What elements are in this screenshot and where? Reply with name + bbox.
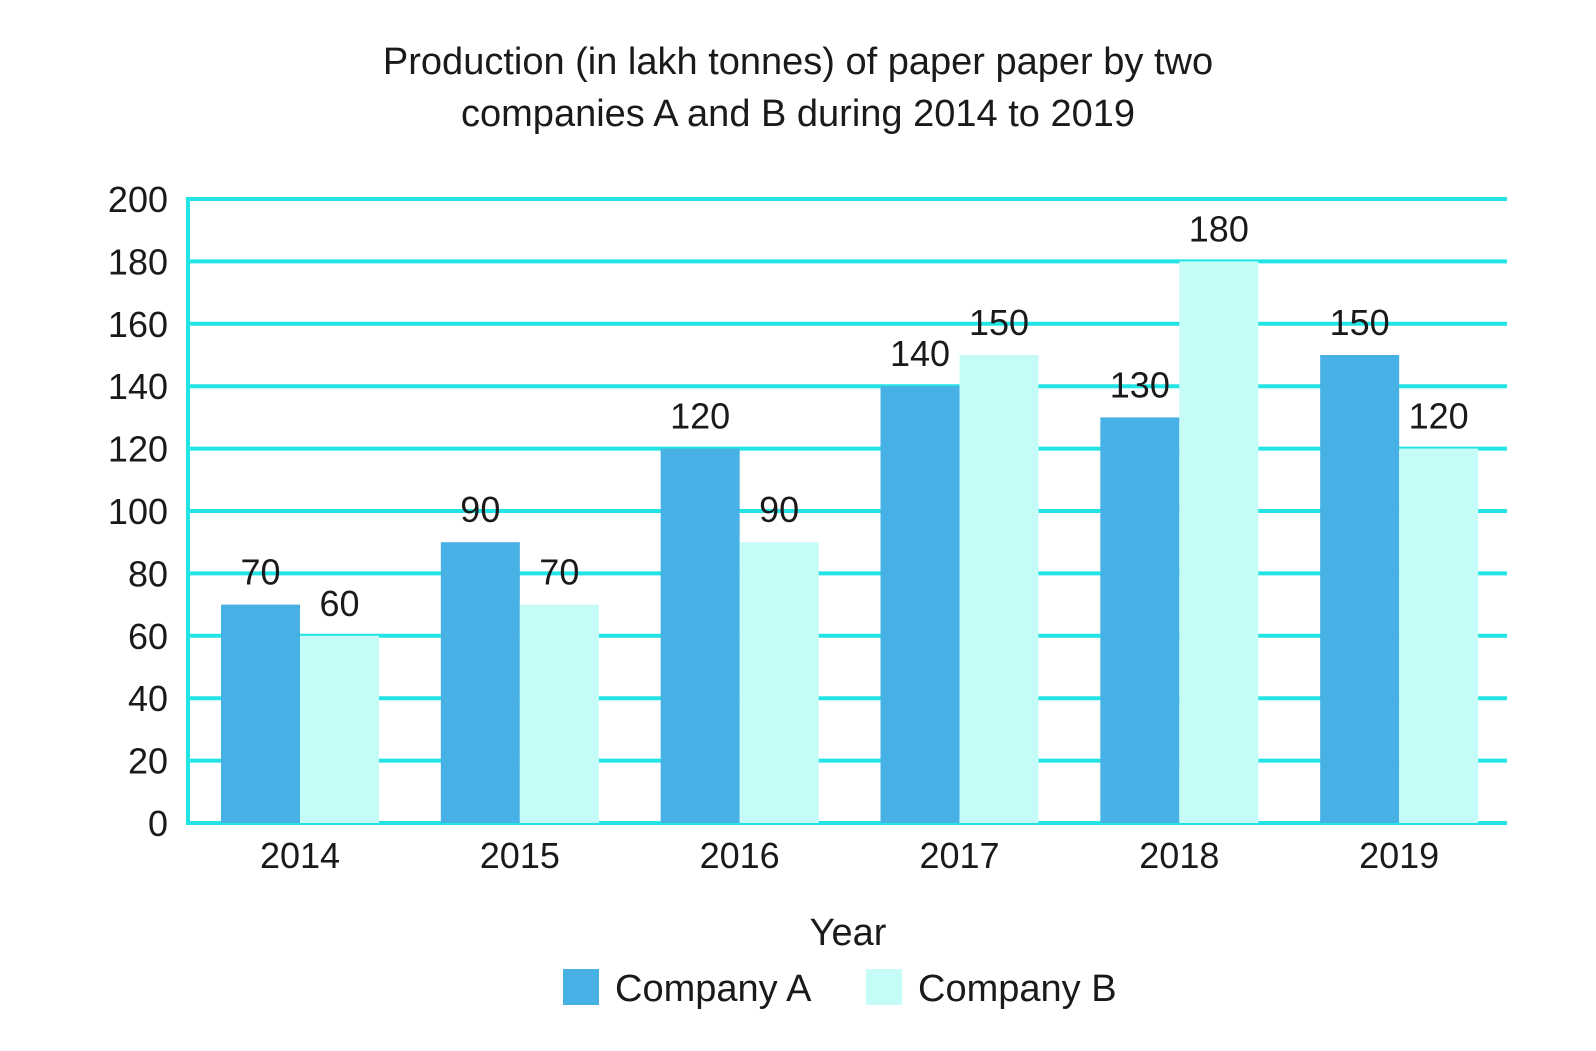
y-tick-label: 100 [108, 491, 168, 532]
bar-company-a-2016 [660, 448, 740, 823]
x-axis-ticks: 2014 2015 2016 2017 2018 2019 [260, 835, 1439, 876]
bar-company-a-2015 [440, 542, 520, 823]
data-label: 150 [969, 302, 1029, 343]
x-tick-label: 2018 [1139, 835, 1219, 876]
bar-company-b-2018 [1179, 261, 1259, 823]
x-tick-label: 2015 [480, 835, 560, 876]
y-tick-label: 180 [108, 241, 168, 282]
legend-swatch-company-b [866, 969, 902, 1005]
chart-title: Production (in lakh tonnes) of paper pap… [383, 41, 1213, 135]
bar-company-b-2016 [739, 542, 819, 823]
y-tick-label: 80 [128, 553, 168, 594]
data-label: 130 [1110, 364, 1170, 405]
data-labels: 70 60 90 70 120 90 140 150 130 180 150 120 [240, 208, 1468, 623]
y-tick-label: 120 [108, 429, 168, 470]
y-tick-label: 160 [108, 304, 168, 345]
data-label: 140 [890, 333, 950, 374]
bar-company-a-2018 [1100, 417, 1180, 823]
bars [221, 261, 1479, 823]
x-tick-label: 2014 [260, 835, 340, 876]
y-tick-label: 200 [108, 179, 168, 220]
data-label: 60 [319, 583, 359, 624]
legend-swatch-company-a [563, 969, 599, 1005]
legend-label-company-a: Company A [615, 968, 812, 1010]
bar-company-a-2019 [1320, 355, 1400, 823]
legend: Company A Company B [563, 968, 1117, 1010]
data-label: 150 [1330, 302, 1390, 343]
bar-company-b-2015 [519, 604, 599, 823]
bar-company-b-2019 [1399, 448, 1479, 823]
data-label: 70 [539, 552, 579, 593]
y-tick-label: 20 [128, 741, 168, 782]
x-tick-label: 2017 [919, 835, 999, 876]
x-axis-title: Year [810, 912, 887, 954]
data-label: 70 [240, 552, 280, 593]
bar-company-b-2017 [959, 355, 1039, 823]
y-tick-label: 60 [128, 616, 168, 657]
bar-company-a-2017 [880, 386, 960, 823]
x-tick-label: 2019 [1359, 835, 1439, 876]
data-label: 90 [759, 489, 799, 530]
bar-company-b-2014 [300, 635, 379, 823]
y-tick-label: 0 [148, 803, 168, 844]
gridlines [186, 197, 1507, 825]
y-tick-label: 40 [128, 678, 168, 719]
chart-title-line-1: Production (in lakh tonnes) of paper pap… [383, 41, 1213, 83]
legend-label-company-b: Company B [918, 968, 1117, 1010]
chart-title-line-2: companies A and B during 2014 to 2019 [461, 93, 1135, 135]
data-label: 90 [460, 489, 500, 530]
data-label: 120 [670, 396, 730, 437]
data-label: 180 [1189, 208, 1249, 249]
bar-company-a-2014 [221, 604, 300, 823]
data-label: 120 [1409, 396, 1469, 437]
y-tick-label: 140 [108, 366, 168, 407]
y-axis-ticks: 0 20 40 60 80 100 120 140 160 180 200 [108, 179, 168, 844]
x-tick-label: 2016 [700, 835, 780, 876]
